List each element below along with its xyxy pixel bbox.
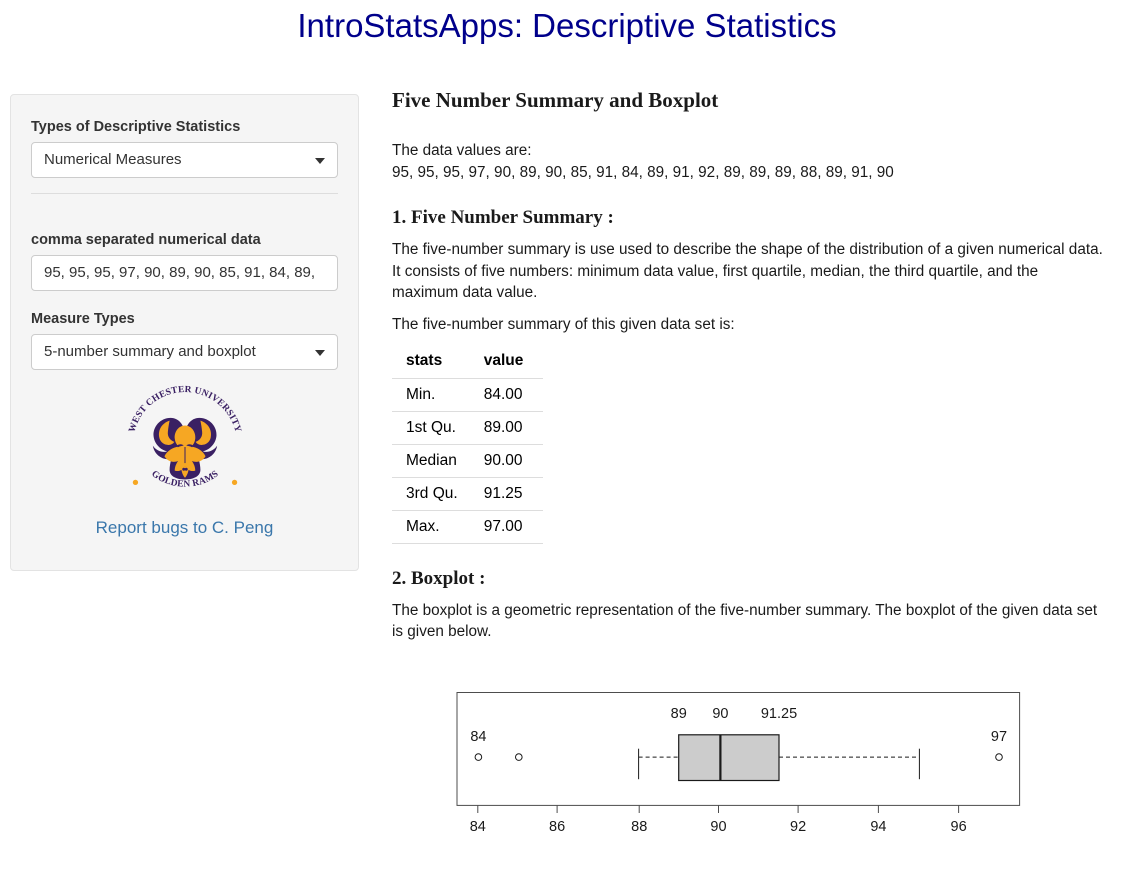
svg-text:97: 97 xyxy=(991,729,1007,745)
svg-text:89: 89 xyxy=(671,706,687,722)
svg-text:92: 92 xyxy=(790,819,806,835)
svg-text:91.25: 91.25 xyxy=(761,706,797,722)
svg-text:90: 90 xyxy=(712,706,728,722)
svg-text:94: 94 xyxy=(870,819,886,835)
svg-text:96: 96 xyxy=(951,819,967,835)
svg-text:88: 88 xyxy=(631,819,647,835)
svg-text:90: 90 xyxy=(710,819,726,835)
svg-text:84: 84 xyxy=(470,819,486,835)
svg-text:86: 86 xyxy=(549,819,565,835)
svg-text:84: 84 xyxy=(470,729,486,745)
